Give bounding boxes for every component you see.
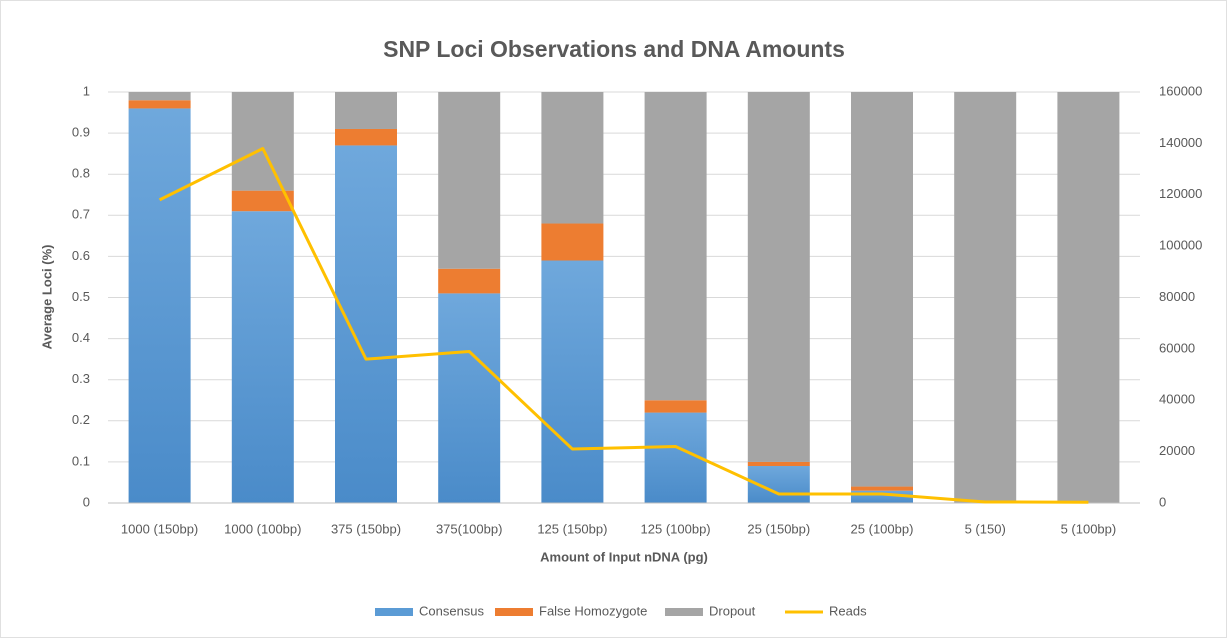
bar-segment — [128, 100, 191, 109]
legend: Consensus False Homozygote Dropout Reads — [375, 603, 867, 618]
y2-tick-label: 0 — [1159, 494, 1166, 509]
x-tick-label: 125 (100bp) — [641, 521, 711, 536]
legend-swatch — [665, 608, 703, 616]
bar-segment — [1057, 92, 1120, 503]
y-tick-label: 0.1 — [72, 453, 90, 468]
y-tick-label: 0.8 — [72, 166, 90, 181]
bar-segment — [231, 211, 294, 503]
y2-tick-label: 20000 — [1159, 443, 1195, 458]
bar-segment — [335, 92, 397, 129]
y2-tick-label: 100000 — [1159, 238, 1202, 253]
legend-label: Dropout — [709, 603, 756, 618]
y-tick-label: 1 — [83, 83, 90, 98]
x-tick-label: 375 (150bp) — [331, 521, 401, 536]
y2-tick-label: 80000 — [1159, 289, 1195, 304]
x-tick-label: 125 (150bp) — [537, 521, 607, 536]
bar-segment — [335, 128, 397, 146]
bar-segment — [128, 92, 191, 101]
y2-tick-label: 60000 — [1159, 340, 1195, 355]
x-tick-label: 1000 (100bp) — [224, 521, 301, 536]
y2-tick-label: 40000 — [1159, 392, 1195, 407]
bar-segment — [541, 92, 604, 224]
y-tick-label: 0.4 — [72, 330, 90, 345]
y-tick-label: 0.9 — [72, 125, 90, 140]
x-tick-label: 25 (100bp) — [851, 521, 914, 536]
bar-segment — [851, 486, 913, 491]
y-axis-label: Average Loci (%) — [39, 245, 54, 350]
y-tick-label: 0.3 — [72, 371, 90, 386]
y-tick-label: 0.2 — [72, 412, 90, 427]
y2-tick-label: 160000 — [1159, 83, 1202, 98]
bar-segment — [231, 92, 294, 191]
bar-segment — [128, 108, 191, 503]
bar-segment — [747, 461, 810, 467]
bar-segment — [438, 293, 501, 503]
x-tick-label: 375(100bp) — [436, 521, 503, 536]
y-tick-label: 0.5 — [72, 289, 90, 304]
bar-segment — [851, 92, 913, 487]
x-tick-label: 25 (150bp) — [747, 521, 810, 536]
legend-label: False Homozygote — [539, 603, 647, 618]
bar-segment — [438, 92, 501, 269]
legend-label: Reads — [829, 603, 867, 618]
y-tick-label: 0.6 — [72, 248, 90, 263]
legend-label: Consensus — [419, 603, 485, 618]
bar-segment — [335, 145, 397, 503]
bar-segment — [541, 223, 604, 261]
x-tick-label: 1000 (150bp) — [121, 521, 198, 536]
legend-swatch — [495, 608, 533, 616]
bar-segment — [644, 400, 707, 413]
chart-title: SNP Loci Observations and DNA Amounts — [383, 36, 845, 62]
bar-segment — [644, 412, 707, 503]
bar-segment — [644, 92, 707, 401]
x-axis-label: Amount of Input nDNA (pg) — [540, 549, 708, 564]
bar-segment — [541, 260, 604, 503]
bar-segment — [954, 92, 1017, 503]
y2-tick-label: 120000 — [1159, 186, 1202, 201]
line-series — [158, 147, 1089, 504]
bar-segment — [438, 268, 501, 294]
bar-segment — [747, 92, 810, 462]
x-tick-label: 5 (100bp) — [1061, 521, 1117, 536]
y2-tick-label: 140000 — [1159, 135, 1202, 150]
x-tick-label: 5 (150) — [965, 521, 1006, 536]
y-tick-label: 0 — [83, 494, 90, 509]
bar-segment — [231, 190, 294, 212]
y-tick-label: 0.7 — [72, 207, 90, 222]
legend-swatch — [375, 608, 413, 616]
